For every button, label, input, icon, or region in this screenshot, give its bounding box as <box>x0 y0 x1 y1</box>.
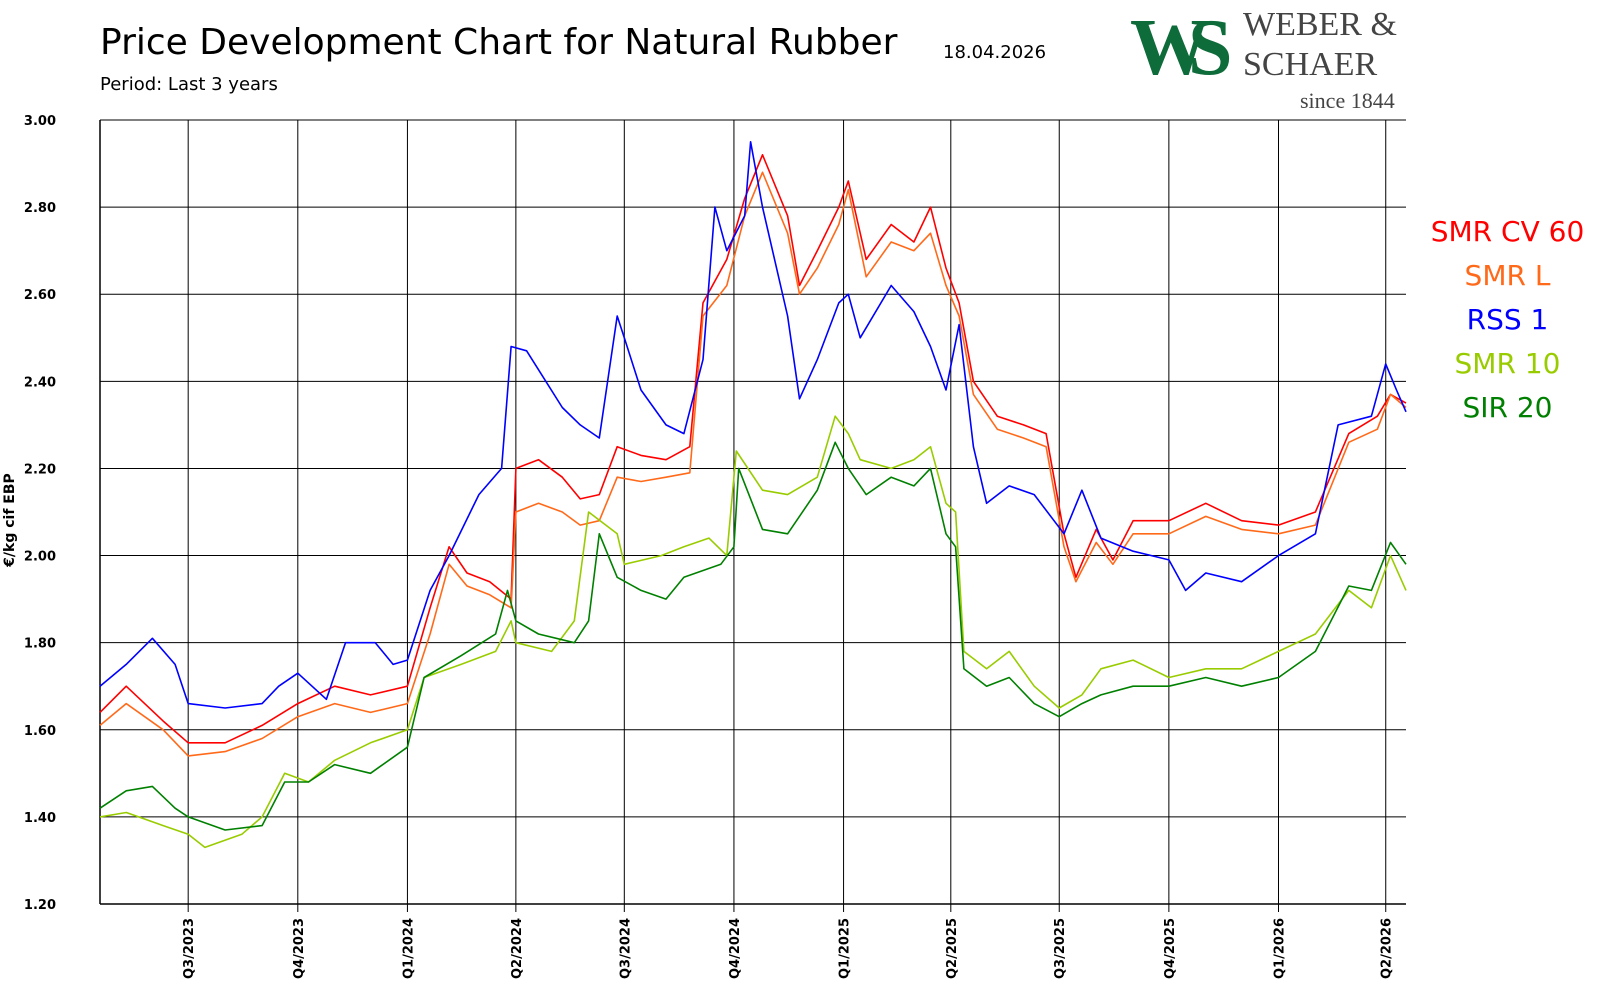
y-axis-label: €/kg cif EBP <box>2 473 18 568</box>
series-line-sir-20 <box>99 441 1407 831</box>
y-tick-label: 3.00 <box>24 114 56 129</box>
chart-date: 18.04.2026 <box>943 42 1047 63</box>
weber-schaer-logo: WS WEBER & SCHAER since 1844 <box>1130 4 1415 118</box>
y-tick-label: 2.20 <box>24 462 56 477</box>
y-tick-label: 2.40 <box>24 375 56 390</box>
series-line-rss-1 <box>99 141 1407 709</box>
y-tick-labels: 1.20 1.40 1.60 1.80 2.00 2.20 2.40 2.60 2.80 3.00 <box>24 114 56 913</box>
x-tick-label: Q4/2025 <box>1163 918 1178 979</box>
x-tick-label: Q2/2025 <box>945 918 960 979</box>
y-tick-label: 1.20 <box>24 898 56 913</box>
x-tick-label: Q2/2024 <box>510 918 525 979</box>
logo-name-line2: SCHAER <box>1243 46 1378 83</box>
series-line-smr-l <box>99 171 1407 757</box>
legend-item-smr-10: SMR 10 <box>1454 347 1561 380</box>
y-tick-label: 2.00 <box>24 550 56 565</box>
x-tick-label: Q1/2024 <box>401 918 416 979</box>
grid-lines <box>99 119 1406 912</box>
legend: SMR CV 60 SMR L RSS 1 SMR 10 SIR 20 <box>1420 210 1595 430</box>
chart-title: Price Development Chart for Natural Rubb… <box>100 22 898 63</box>
y-tick-label: 2.80 <box>24 201 56 216</box>
x-tick-label: Q3/2024 <box>618 918 633 979</box>
y-tick-label: 1.80 <box>24 637 56 652</box>
x-tick-label: Q1/2026 <box>1272 918 1287 979</box>
ws-logo-mark: WS <box>1130 4 1252 92</box>
legend-item-smr-cv-60: SMR CV 60 <box>1430 215 1585 248</box>
logo-name-line1: WEBER & <box>1243 6 1397 43</box>
legend-item-rss-1: RSS 1 <box>1466 303 1549 336</box>
chart-subtitle: Period: Last 3 years <box>100 74 278 95</box>
x-tick-label: Q3/2023 <box>182 918 197 979</box>
series-line-smr-cv-60 <box>99 154 1407 744</box>
x-tick-labels: Q3/2023 Q4/2023 Q1/2024 Q2/2024 Q3/2024 Q4/20… <box>182 918 1395 979</box>
logo-since: since 1844 <box>1300 88 1395 113</box>
y-tick-label: 1.60 <box>24 724 56 739</box>
x-tick-label: Q1/2025 <box>838 918 853 979</box>
legend-item-smr-l: SMR L <box>1464 259 1551 292</box>
x-tick-label: Q2/2026 <box>1380 918 1395 979</box>
legend-item-sir-20: SIR 20 <box>1462 391 1553 424</box>
y-tick-label: 2.60 <box>24 288 56 303</box>
x-tick-label: Q4/2024 <box>728 918 743 979</box>
series-lines <box>99 141 1407 849</box>
x-tick-label: Q3/2025 <box>1053 918 1068 979</box>
series-line-smr-10 <box>99 415 1407 849</box>
y-tick-label: 1.40 <box>24 811 56 826</box>
x-tick-label: Q4/2023 <box>292 918 307 979</box>
